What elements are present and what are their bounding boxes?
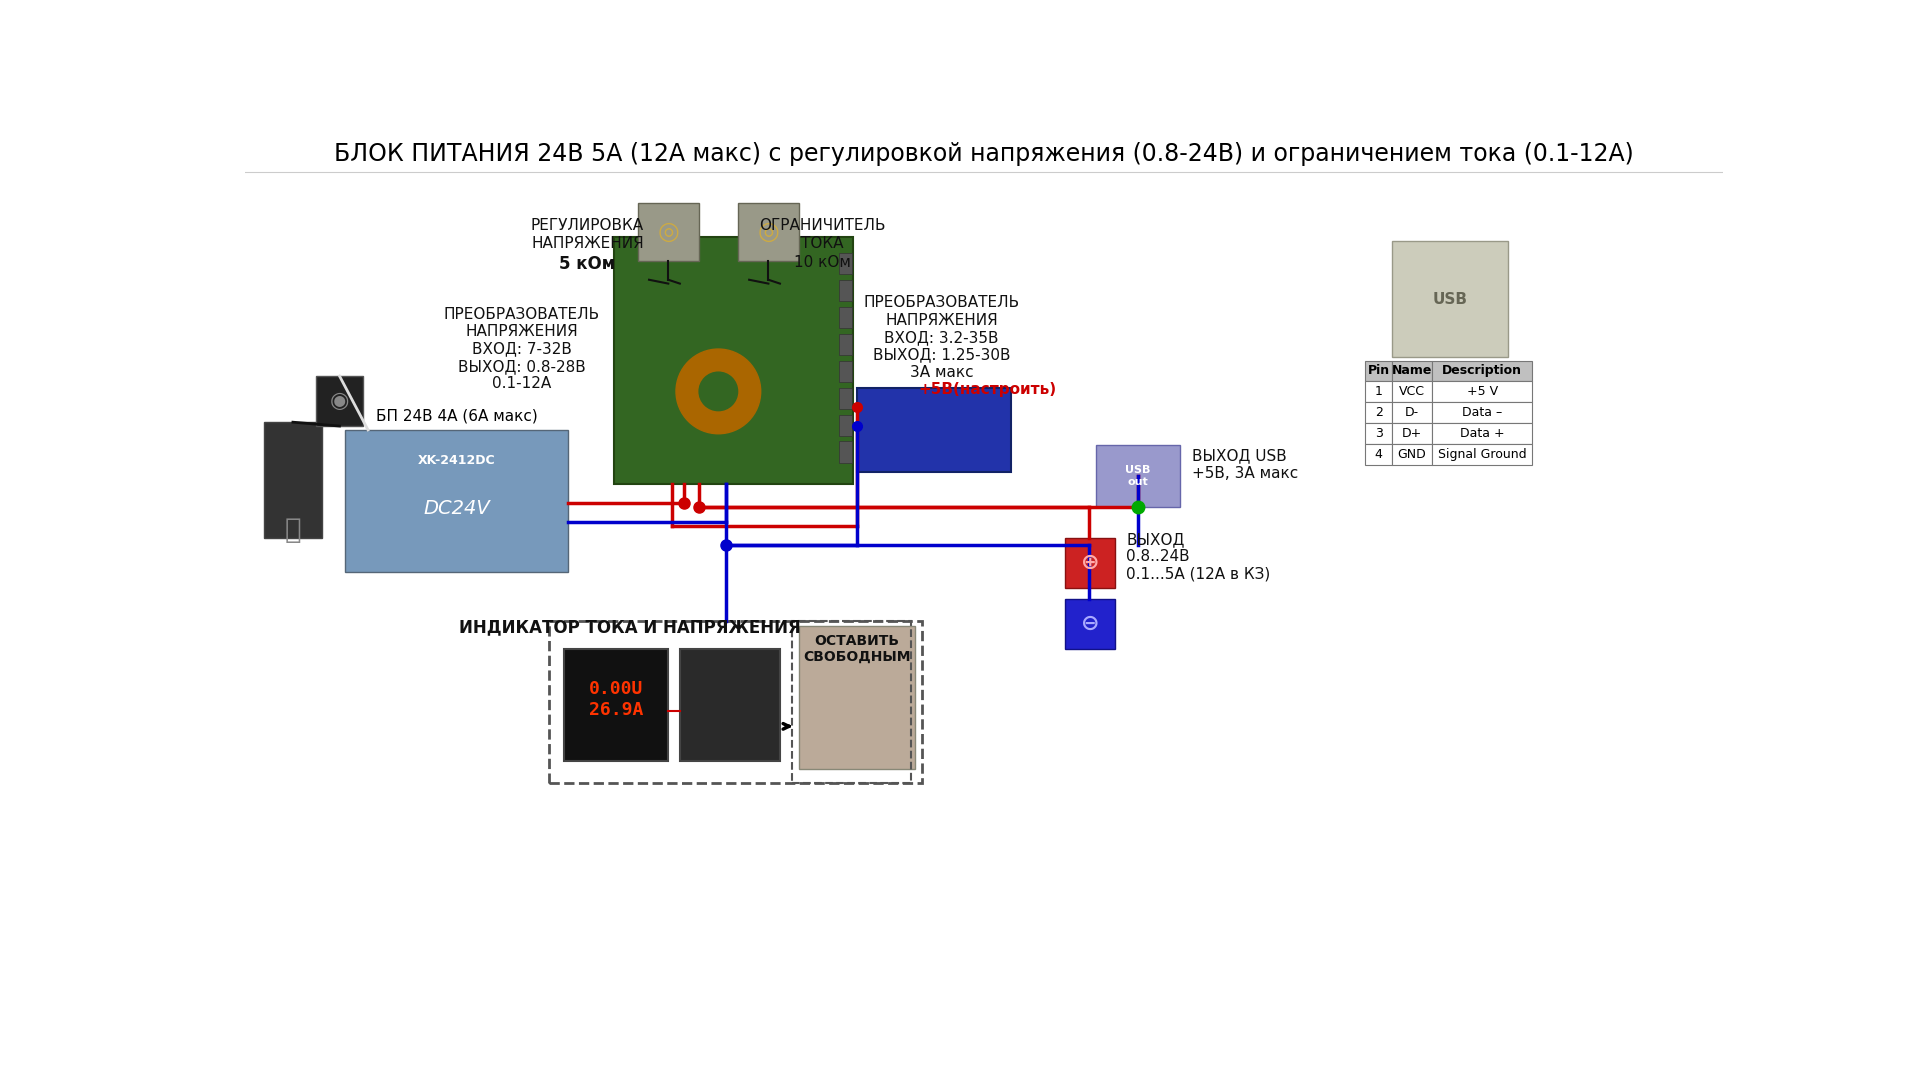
Text: D-: D-: [1405, 406, 1419, 419]
Circle shape: [676, 349, 760, 434]
Text: ◎: ◎: [758, 219, 780, 244]
Bar: [839, 388, 852, 409]
Text: 4: 4: [1375, 447, 1382, 461]
Text: 10 кОм: 10 кОм: [793, 255, 851, 270]
Text: DC24V: DC24V: [422, 499, 490, 518]
Bar: [564, 649, 668, 761]
Bar: [1365, 381, 1392, 402]
Bar: [791, 621, 910, 783]
Text: ВЫХОД USB
+5В, 3А макс: ВЫХОД USB +5В, 3А макс: [1192, 448, 1298, 481]
Bar: [1365, 444, 1392, 464]
Bar: [346, 430, 568, 572]
Bar: [1066, 599, 1116, 649]
Bar: [1392, 241, 1507, 356]
Text: GND: GND: [1398, 447, 1427, 461]
Bar: [1432, 361, 1532, 381]
Text: ИНДИКАТОР ТОКА И НАПРЯЖЕНИЯ: ИНДИКАТОР ТОКА И НАПРЯЖЕНИЯ: [459, 618, 801, 636]
Text: +5В(настроить): +5В(настроить): [918, 381, 1056, 396]
Text: Name: Name: [1392, 364, 1432, 378]
Text: ⊖: ⊖: [1081, 615, 1098, 634]
Circle shape: [699, 373, 737, 410]
Bar: [839, 415, 852, 436]
Bar: [839, 253, 852, 274]
Bar: [1432, 423, 1532, 444]
Bar: [1365, 423, 1392, 444]
Text: 5 кОм: 5 кОм: [559, 255, 616, 273]
Bar: [614, 238, 852, 484]
Bar: [856, 388, 1012, 472]
Bar: [1392, 361, 1432, 381]
Bar: [1432, 381, 1532, 402]
Text: USB: USB: [1432, 292, 1467, 307]
Bar: [1432, 444, 1532, 464]
Text: Pin: Pin: [1367, 364, 1390, 378]
Bar: [637, 203, 699, 260]
Text: XK-2412DC: XK-2412DC: [419, 455, 495, 468]
Bar: [1066, 538, 1116, 588]
Text: 1: 1: [1375, 386, 1382, 399]
Bar: [839, 280, 852, 301]
Text: ⏻: ⏻: [284, 516, 301, 544]
Text: 0.00U
26.9A: 0.00U 26.9A: [589, 680, 643, 719]
Bar: [1392, 381, 1432, 402]
Bar: [1365, 361, 1392, 381]
Bar: [839, 307, 852, 328]
Text: 2: 2: [1375, 406, 1382, 419]
Text: ПРЕОБРАЗОВАТЕЛЬ
НАПРЯЖЕНИЯ
ВХОД: 3.2-35В
ВЫХОД: 1.25-30В
3А макс: ПРЕОБРАЗОВАТЕЛЬ НАПРЯЖЕНИЯ ВХОД: 3.2-35В…: [864, 295, 1020, 380]
Bar: [839, 334, 852, 355]
Text: ПРЕОБРАЗОВАТЕЛЬ
НАПРЯЖЕНИЯ
ВХОД: 7-32В
ВЫХОД: 0.8-28В
0.1-12А: ПРЕОБРАЗОВАТЕЛЬ НАПРЯЖЕНИЯ ВХОД: 7-32В В…: [444, 307, 601, 391]
Text: ВЫХОД
0.8..24В
0.1...5А (12А в КЗ): ВЫХОД 0.8..24В 0.1...5А (12А в КЗ): [1127, 532, 1271, 582]
Text: БЛОК ПИТАНИЯ 24В 5А (12А макс) с регулировкой напряжения (0.8-24В) и ограничение: БЛОК ПИТАНИЯ 24В 5А (12А макс) с регулир…: [334, 143, 1634, 166]
Text: D+: D+: [1402, 427, 1423, 440]
Bar: [1392, 423, 1432, 444]
Text: Data +: Data +: [1459, 427, 1505, 440]
Bar: [1432, 402, 1532, 423]
Text: USB
out: USB out: [1125, 465, 1150, 487]
Bar: [549, 621, 922, 783]
Text: Description: Description: [1442, 364, 1523, 378]
Text: Signal Ground: Signal Ground: [1438, 447, 1526, 461]
Bar: [737, 203, 799, 260]
Bar: [1365, 402, 1392, 423]
Text: 3: 3: [1375, 427, 1382, 440]
Text: БП 24В 4А (6А макс): БП 24В 4А (6А макс): [376, 408, 538, 423]
Bar: [1096, 445, 1181, 507]
Bar: [680, 649, 780, 761]
Text: Data –: Data –: [1461, 406, 1501, 419]
Text: +5 V: +5 V: [1467, 386, 1498, 399]
Bar: [265, 422, 323, 538]
Text: ОГРАНИЧИТЕЛЬ
ТОКА: ОГРАНИЧИТЕЛЬ ТОКА: [758, 218, 885, 268]
Bar: [839, 361, 852, 382]
Bar: [799, 626, 914, 769]
Text: РЕГУЛИРОВКА
НАПРЯЖЕНИЯ: РЕГУЛИРОВКА НАПРЯЖЕНИЯ: [532, 218, 643, 268]
Text: ОСТАВИТЬ
СВОБОДНЫМ: ОСТАВИТЬ СВОБОДНЫМ: [803, 634, 910, 664]
Bar: [317, 376, 363, 426]
Text: ⊕: ⊕: [1081, 553, 1098, 572]
Bar: [1392, 402, 1432, 423]
Bar: [1392, 444, 1432, 464]
Text: ◎: ◎: [657, 219, 680, 244]
Text: ◉: ◉: [330, 391, 349, 411]
Text: VCC: VCC: [1400, 386, 1425, 399]
Bar: [839, 442, 852, 463]
